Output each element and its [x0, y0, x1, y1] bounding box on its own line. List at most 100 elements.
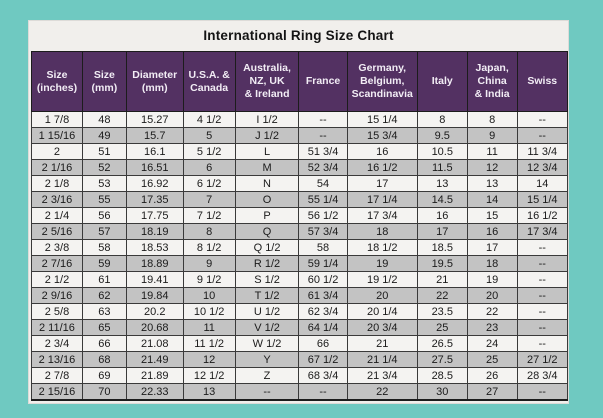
table-row: 2 3/16 55 17.35 7 O 55 1/4 17 1/4 14.5 14 15 1/4 [31, 191, 569, 209]
table-cell: 26 [466, 367, 518, 385]
table-row: 1 7/8 48 15.27 4 1/2 I 1/2 -- 15 1/4 8 8 -- [31, 111, 569, 129]
table-cell: 24 [466, 335, 518, 353]
table-cell: 4 1/2 [182, 111, 236, 129]
table-cell: 2 7/8 [31, 367, 83, 385]
table-cell: U 1/2 [234, 303, 300, 321]
table-cell: 16.92 [125, 175, 184, 193]
table-cell: -- [234, 383, 300, 401]
table-cell: 17.75 [125, 207, 184, 225]
table-cell: 8 [182, 223, 236, 241]
table-cell: W 1/2 [234, 335, 300, 353]
table-cell: 2 9/16 [31, 287, 83, 305]
table-cell: 22.33 [125, 383, 184, 401]
table-cell: 2 3/8 [31, 239, 83, 257]
ring-size-table: Size (inches) Size (mm) Diameter (mm) U.S.A… [31, 50, 569, 402]
table-row: 2 1/16 52 16.51 6 M 52 3/4 16 1/2 11.5 12 12 3/4 [31, 159, 569, 177]
table-cell: 1 7/8 [31, 111, 83, 129]
table-cell: 66 [298, 335, 348, 353]
table-cell: 11 [182, 319, 236, 337]
table-cell: 59 1/4 [298, 255, 348, 273]
table-cell: -- [516, 111, 569, 129]
table-cell: 16.51 [125, 159, 184, 177]
table-cell: O [234, 191, 300, 209]
table-cell: 15.7 [125, 127, 184, 145]
table-cell: 15 1/4 [516, 191, 569, 209]
table-cell: 9 1/2 [182, 271, 236, 289]
table-cell: 2 13/16 [31, 351, 83, 369]
table-cell: 15.27 [125, 111, 184, 129]
table-cell: 25 [416, 319, 468, 337]
table-cell: 17 [346, 175, 418, 193]
table-cell: 16 1/2 [516, 207, 569, 225]
table-cell: 25 [466, 351, 518, 369]
table-cell: 20 3/4 [346, 319, 418, 337]
table-cell: 21.89 [125, 367, 184, 385]
column-header: Size (mm) [81, 50, 127, 113]
table-cell: 12 [466, 159, 518, 177]
table-cell: 2 5/8 [31, 303, 83, 321]
table-header-row: Size (inches) Size (mm) Diameter (mm) U.S.A… [31, 50, 569, 113]
table-cell: -- [516, 319, 569, 337]
table-cell: 57 [81, 223, 127, 241]
table-cell: 19.41 [125, 271, 184, 289]
table-cell: 18 1/2 [346, 239, 418, 257]
table-cell: 18.89 [125, 255, 184, 273]
table-cell: 68 3/4 [298, 367, 348, 385]
table-row: 2 51 16.1 5 1/2 L 51 3/4 16 10.5 11 11 3/4 [31, 143, 569, 161]
table-cell: 12 1/2 [182, 367, 236, 385]
column-header: Diameter (mm) [125, 50, 184, 113]
table-cell: 58 [81, 239, 127, 257]
table-cell: 21 3/4 [346, 367, 418, 385]
table-cell: 21.49 [125, 351, 184, 369]
table-cell: 10 1/2 [182, 303, 236, 321]
table-row: 2 5/8 63 20.2 10 1/2 U 1/2 62 3/4 20 1/4 23.5 22… [31, 303, 569, 321]
table-cell: 21 [346, 335, 418, 353]
table-cell: 13 [466, 175, 518, 193]
table-cell: 2 5/16 [31, 223, 83, 241]
table-cell: Z [234, 367, 300, 385]
table-cell: -- [516, 303, 569, 321]
table-cell: 53 [81, 175, 127, 193]
table-cell: 20 [346, 287, 418, 305]
column-header: Italy [416, 50, 468, 113]
table-cell: 14.5 [416, 191, 468, 209]
table-cell: 67 1/2 [298, 351, 348, 369]
table-cell: 48 [81, 111, 127, 129]
table-cell: 18.5 [416, 239, 468, 257]
table-cell: Y [234, 351, 300, 369]
table-cell: 16 [416, 207, 468, 225]
column-header: France [298, 50, 348, 113]
table-cell: 65 [81, 319, 127, 337]
table-cell: 6 1/2 [182, 175, 236, 193]
table-cell: 11 [466, 143, 518, 161]
table-cell: L [234, 143, 300, 161]
table-cell: 20.68 [125, 319, 184, 337]
table-cell: 28.5 [416, 367, 468, 385]
table-row: 2 7/8 69 21.89 12 1/2 Z 68 3/4 21 3/4 28.5 26 28 … [31, 367, 569, 385]
table-cell: 68 [81, 351, 127, 369]
table-cell: 20.2 [125, 303, 184, 321]
table-cell: 60 1/2 [298, 271, 348, 289]
page-title: International Ring Size Chart [203, 28, 394, 43]
table-cell: 17 3/4 [346, 207, 418, 225]
table-cell: 55 1/4 [298, 191, 348, 209]
table-cell: 55 [81, 191, 127, 209]
table-cell: 5 1/2 [182, 143, 236, 161]
table-cell: 18 [466, 255, 518, 273]
table-cell: 11 3/4 [516, 143, 569, 161]
table-cell: 2 15/16 [31, 383, 83, 401]
table-cell: 20 1/4 [346, 303, 418, 321]
column-header: Size (inches) [31, 50, 83, 113]
table-row: 2 1/2 61 19.41 9 1/2 S 1/2 60 1/2 19 1/2 21 19 -- [31, 271, 569, 289]
table-cell: -- [298, 111, 348, 129]
table-cell: 7 1/2 [182, 207, 236, 225]
table-row: 1 15/16 49 15.7 5 J 1/2 -- 15 3/4 9.5 9 -- [31, 127, 569, 145]
table-cell: 2 11/16 [31, 319, 83, 337]
table-cell: J 1/2 [234, 127, 300, 145]
ring-size-chart-panel: International Ring Size Chart Size (inch… [28, 20, 569, 405]
table-cell: Q [234, 223, 300, 241]
table-cell: 12 [182, 351, 236, 369]
table-cell: 51 [81, 143, 127, 161]
table-cell: 19 [466, 271, 518, 289]
